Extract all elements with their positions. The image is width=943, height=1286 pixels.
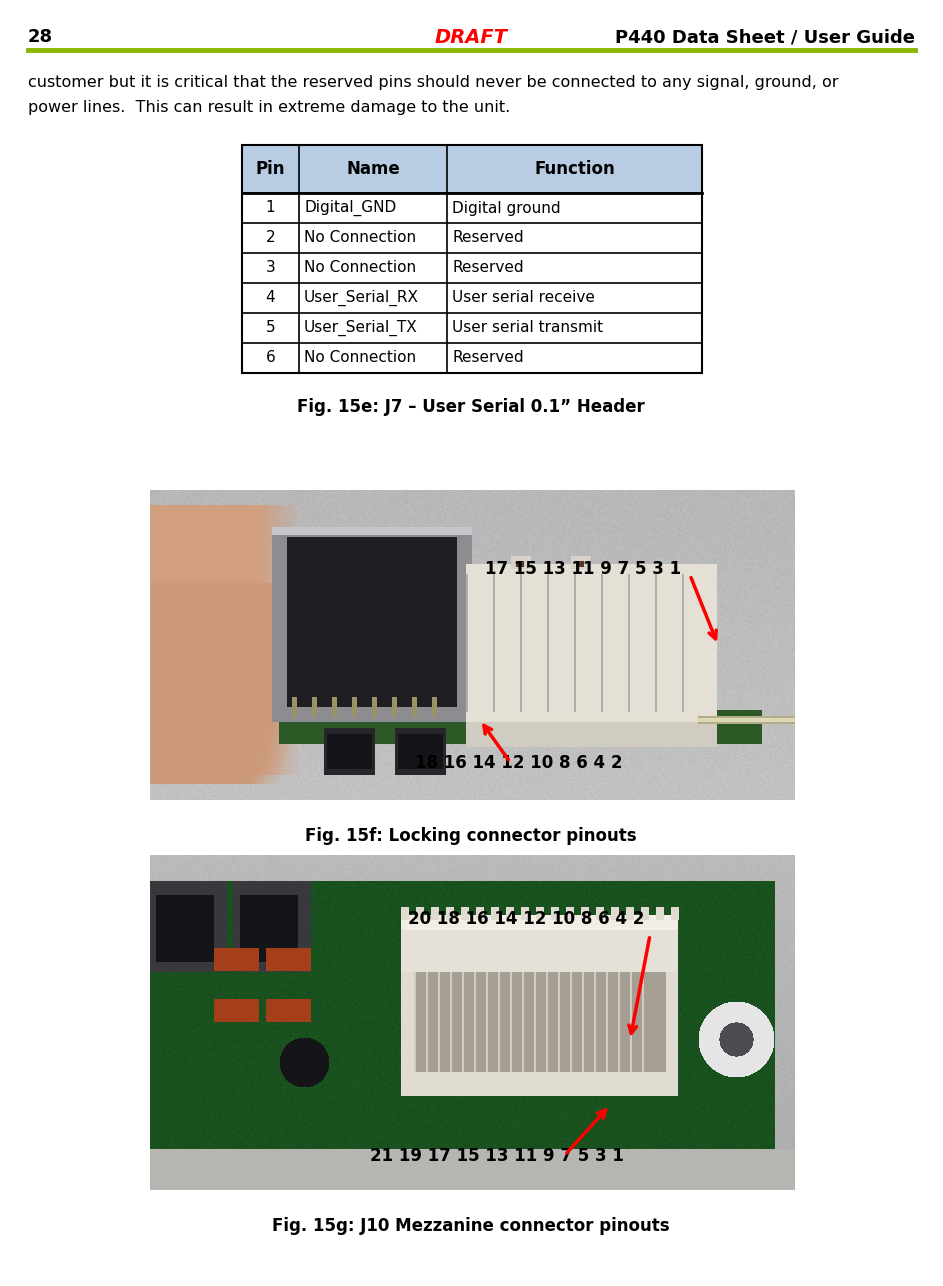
Text: Digital_GND: Digital_GND bbox=[304, 199, 396, 216]
Bar bbox=[242, 145, 702, 373]
Text: Fig. 15g: J10 Mezzanine connector pinouts: Fig. 15g: J10 Mezzanine connector pinout… bbox=[273, 1217, 670, 1235]
Bar bbox=[242, 193, 702, 222]
Text: User_Serial_RX: User_Serial_RX bbox=[304, 289, 419, 306]
Text: 28: 28 bbox=[28, 28, 53, 46]
Text: No Connection: No Connection bbox=[304, 230, 416, 246]
Text: DRAFT: DRAFT bbox=[435, 28, 507, 48]
Text: Pin: Pin bbox=[256, 159, 285, 177]
Text: 2: 2 bbox=[266, 230, 275, 246]
Text: power lines.  This can result in extreme damage to the unit.: power lines. This can result in extreme … bbox=[28, 100, 510, 114]
Text: 1: 1 bbox=[266, 201, 275, 216]
Text: No Connection: No Connection bbox=[304, 351, 416, 365]
Text: 21 19 17 15 13 11 9 7 5 3 1: 21 19 17 15 13 11 9 7 5 3 1 bbox=[370, 1147, 624, 1165]
Text: 20 18 16 14 12 10 8 6 4 2: 20 18 16 14 12 10 8 6 4 2 bbox=[408, 910, 644, 928]
Text: 3: 3 bbox=[266, 261, 275, 275]
Text: 5: 5 bbox=[266, 320, 275, 336]
Text: Fig. 15f: Locking connector pinouts: Fig. 15f: Locking connector pinouts bbox=[306, 827, 637, 845]
Text: User serial transmit: User serial transmit bbox=[452, 320, 604, 336]
Text: Reserved: Reserved bbox=[452, 230, 523, 246]
Text: User serial receive: User serial receive bbox=[452, 291, 595, 306]
Text: User_Serial_TX: User_Serial_TX bbox=[304, 320, 418, 336]
Text: Digital ground: Digital ground bbox=[452, 201, 561, 216]
Text: Function: Function bbox=[534, 159, 615, 177]
Bar bbox=[242, 253, 702, 283]
Text: Reserved: Reserved bbox=[452, 261, 523, 275]
Text: Name: Name bbox=[346, 159, 400, 177]
Text: P440 Data Sheet / User Guide: P440 Data Sheet / User Guide bbox=[615, 28, 915, 46]
Bar bbox=[242, 145, 702, 193]
Text: Fig. 15e: J7 – User Serial 0.1” Header: Fig. 15e: J7 – User Serial 0.1” Header bbox=[297, 397, 645, 415]
Bar bbox=[242, 283, 702, 312]
Bar bbox=[242, 222, 702, 253]
Text: 6: 6 bbox=[266, 351, 275, 365]
Bar bbox=[242, 343, 702, 373]
Text: No Connection: No Connection bbox=[304, 261, 416, 275]
Text: Reserved: Reserved bbox=[452, 351, 523, 365]
Bar bbox=[242, 312, 702, 343]
Text: customer but it is critical that the reserved pins should never be connected to : customer but it is critical that the res… bbox=[28, 75, 838, 90]
Text: 4: 4 bbox=[266, 291, 275, 306]
Text: 17 15 13 11 9 7 5 3 1: 17 15 13 11 9 7 5 3 1 bbox=[485, 559, 681, 577]
Text: 18 16 14 12 10 8 6 4 2: 18 16 14 12 10 8 6 4 2 bbox=[415, 754, 622, 772]
